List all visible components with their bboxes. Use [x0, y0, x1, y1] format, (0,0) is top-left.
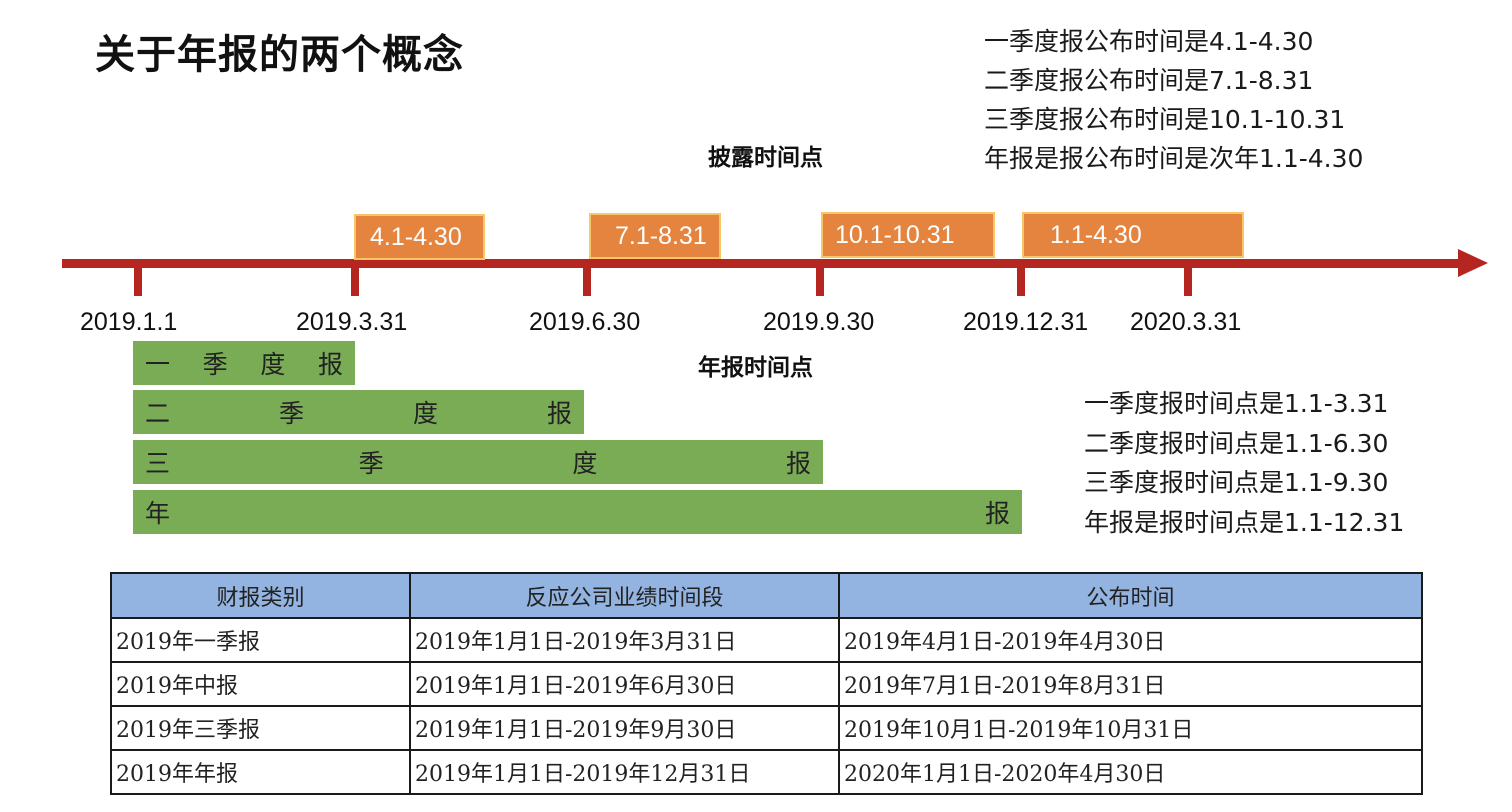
table-cell: 2019年中报 — [110, 661, 411, 707]
bar-char: 度 — [260, 350, 286, 379]
column-header: 反应公司业绩时间段 — [409, 572, 840, 619]
period-bar-annual: 年 报 — [133, 490, 1022, 534]
bar-char: 一 — [145, 350, 171, 379]
tick-label: 2019.3.31 — [296, 308, 408, 336]
bar-char: 报 — [317, 350, 343, 379]
period-note: 一季度报时间点是1.1-3.31 — [1084, 389, 1389, 418]
table-cell: 2019年年报 — [110, 749, 411, 795]
disclosure-notes: 一季度报公布时间是4.1-4.30 二季度报公布时间是7.1-8.31 三季度报… — [984, 22, 1363, 178]
bar-char: 三 — [145, 449, 171, 478]
bar-char: 季 — [358, 449, 384, 478]
timeline-tick — [351, 266, 359, 296]
arrow-right-icon — [1458, 249, 1488, 277]
table-cell: 2019年1月1日-2019年12月31日 — [409, 749, 840, 795]
table-row: 2019年中报 2019年1月1日-2019年6月30日 2019年7月1日-2… — [110, 661, 1423, 707]
disclosure-note: 一季度报公布时间是4.1-4.30 — [984, 27, 1314, 56]
table-row: 2019年年报 2019年1月1日-2019年12月31日 2020年1月1日-… — [110, 749, 1423, 795]
tick-label: 2019.12.31 — [963, 308, 1089, 336]
bar-char: 季 — [202, 350, 228, 379]
table-cell: 2020年1月1日-2020年4月30日 — [838, 749, 1423, 795]
publish-window-q1: 4.1-4.30 — [354, 214, 485, 260]
bar-char: 年 — [145, 499, 171, 528]
timeline-tick — [1017, 266, 1025, 296]
bar-char: 度 — [572, 449, 598, 478]
table-row: 2019年一季报 2019年1月1日-2019年3月31日 2019年4月1日-… — [110, 617, 1423, 663]
period-heading: 年报时间点 — [698, 355, 813, 381]
publish-window-annual: 1.1-4.30 — [1022, 212, 1244, 258]
bar-char: 报 — [785, 449, 811, 478]
bar-char: 二 — [145, 399, 171, 428]
period-notes: 一季度报时间点是1.1-3.31 二季度报时间点是1.1-6.30 三季度报时间… — [1084, 384, 1404, 542]
table-cell: 2019年1月1日-2019年6月30日 — [409, 661, 840, 707]
timeline-tick — [134, 266, 142, 296]
table-cell: 2019年1月1日-2019年3月31日 — [409, 617, 840, 663]
period-note: 三季度报时间点是1.1-9.30 — [1084, 468, 1389, 497]
table-cell: 2019年7月1日-2019年8月31日 — [838, 661, 1423, 707]
bar-char: 季 — [278, 399, 304, 428]
disclosure-heading: 披露时间点 — [708, 145, 823, 171]
timeline-tick — [1184, 266, 1192, 296]
period-bar-q2: 二 季 度 报 — [133, 390, 584, 434]
tick-label: 2019.6.30 — [529, 308, 641, 336]
table-cell: 2019年1月1日-2019年9月30日 — [409, 705, 840, 751]
disclosure-note: 三季度报公布时间是10.1-10.31 — [984, 105, 1346, 134]
table-header-row: 财报类别 反应公司业绩时间段 公布时间 — [110, 572, 1423, 619]
tick-label: 2019.9.30 — [763, 308, 875, 336]
table-cell: 2019年10月1日-2019年10月31日 — [838, 705, 1423, 751]
timeline-tick — [583, 266, 591, 296]
column-header: 公布时间 — [838, 572, 1423, 619]
timeline-tick — [816, 266, 824, 296]
disclosure-note: 二季度报公布时间是7.1-8.31 — [984, 66, 1314, 95]
report-table: 财报类别 反应公司业绩时间段 公布时间 2019年一季报 2019年1月1日-2… — [110, 572, 1423, 795]
bar-char: 报 — [546, 399, 572, 428]
table-cell: 2019年4月1日-2019年4月30日 — [838, 617, 1423, 663]
disclosure-note: 年报是报公布时间是次年1.1-4.30 — [984, 144, 1364, 173]
publish-window-q2: 7.1-8.31 — [589, 213, 721, 259]
timeline-axis — [62, 259, 1460, 268]
bar-char: 度 — [412, 399, 438, 428]
table-cell: 2019年三季报 — [110, 705, 411, 751]
table-row: 2019年三季报 2019年1月1日-2019年9月30日 2019年10月1日… — [110, 705, 1423, 751]
period-bar-q1: 一 季 度 报 — [133, 341, 355, 385]
tick-label: 2019.1.1 — [80, 308, 178, 336]
bar-char: 报 — [984, 499, 1010, 528]
page-title: 关于年报的两个概念 — [95, 32, 464, 78]
column-header: 财报类别 — [110, 572, 411, 619]
tick-label: 2020.3.31 — [1130, 308, 1242, 336]
publish-window-q3: 10.1-10.31 — [821, 212, 995, 258]
period-note: 二季度报时间点是1.1-6.30 — [1084, 428, 1389, 458]
table-cell: 2019年一季报 — [110, 617, 411, 663]
period-note: 年报是报时间点是1.1-12.31 — [1084, 507, 1405, 537]
period-bar-q3: 三 季 度 报 — [133, 440, 823, 484]
